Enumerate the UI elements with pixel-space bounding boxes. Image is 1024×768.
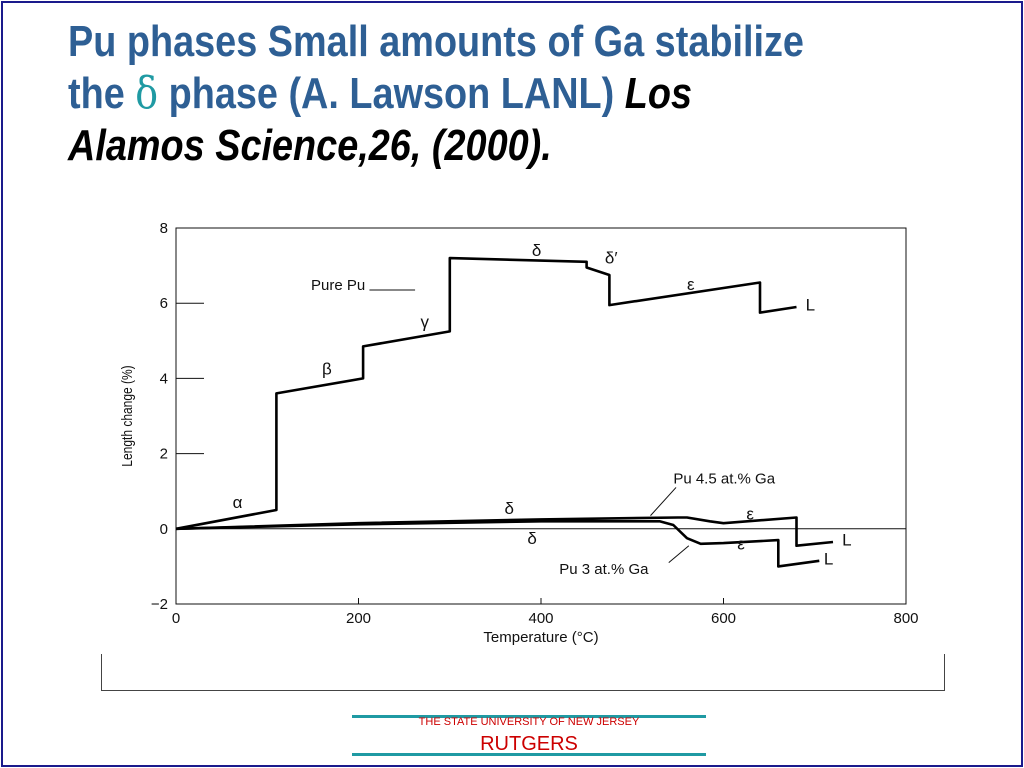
plot-frame [175,227,907,605]
title-text-phase: phase (A. Lawson LANL) [158,69,625,118]
title-citation-b: Alamos Science,26, (2000 [68,121,529,170]
y-axis-label: Length change (%) [119,365,136,466]
chart-annotation: ε [746,504,754,523]
series-line-1 [175,516,834,547]
footer-rutgers-logo-text: RUTGERS [480,733,578,755]
chart-annotation: ε [687,275,695,294]
label-leader-line [650,487,677,516]
y-tick-label: 6 [160,295,168,312]
y-tick-label: 8 [160,220,168,237]
x-tick-label: 400 [528,610,553,627]
y-tick-label: −2 [151,596,168,613]
x-tick-label: 600 [711,610,736,627]
x-tick-label: 200 [346,610,371,627]
y-tick-label: 0 [160,521,168,538]
title-citation-a: Los [624,69,693,118]
x-tick-label: 0 [172,610,180,627]
title-citation-c: ). [528,121,552,170]
chart-annotation: α [233,493,243,512]
title-delta-symbol: δ [135,68,159,119]
chart-annotation: L [842,531,851,550]
series-line-0 [175,256,797,531]
footer-university-line: THE STATE UNIVERSITY OF NEW JERSEY [418,716,640,728]
x-tick-label: 800 [893,610,918,627]
chart-annotation: δ [505,499,514,518]
title-line-3: Alamos Science,26, (2000). [68,120,868,172]
chart-annotation: Pu 3 at.% Ga [559,561,649,578]
chart-annotation: L [824,550,833,569]
chart-annotation: δ [527,529,536,548]
chart-annotation: γ [421,313,430,332]
title-text-the: the [68,69,136,118]
bottom-bracket [101,654,945,691]
series-line-2 [175,520,820,568]
chart-annotation: δ [532,241,541,260]
title-line-2: the δ phase (A. Lawson LANL) Los [68,68,868,120]
chart-annotation: Pu 4.5 at.% Ga [673,471,775,488]
chart-annotation: β [322,360,332,379]
footer-rule-top [352,715,706,718]
y-tick-label: 4 [160,370,168,387]
chart-annotation: δ′ [605,249,618,268]
footer-rule-bottom [352,753,706,756]
y-tick-label: 2 [160,446,168,463]
title-line-1: Pu phases Small amounts of Ga stabilize [68,17,804,66]
slide-title: Pu phases Small amounts of Ga stabilize … [68,16,868,172]
x-axis-label: Temperature (°C) [483,629,598,646]
chart-annotation: ε [737,534,745,553]
label-leader-line [668,545,690,564]
chart-annotation: L [806,296,815,315]
chart-annotation: Pure Pu [311,277,365,294]
